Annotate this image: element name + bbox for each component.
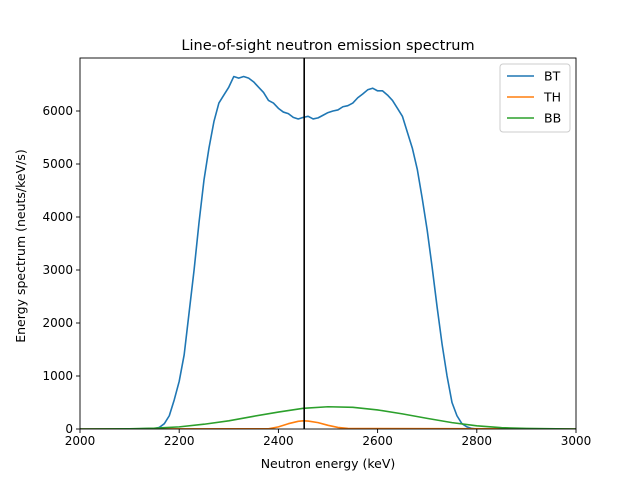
x-tick-label: 2000 xyxy=(65,434,96,448)
y-tick-label: 3000 xyxy=(42,263,73,277)
axes-frame xyxy=(79,57,577,430)
y-tick-label: 0 xyxy=(65,422,73,436)
plot-area: 2000 2200 2400 2600 2800 3000 0 1000 2000 3000 400… xyxy=(42,57,592,448)
x-tick-label: 2600 xyxy=(362,434,393,448)
series-line-bt xyxy=(80,75,576,429)
x-tick-label: 3000 xyxy=(561,434,592,448)
x-tick-label: 2200 xyxy=(164,434,195,448)
legend-box xyxy=(499,63,571,133)
y-tick-label: 1000 xyxy=(42,369,73,383)
legend-label-bb: BB xyxy=(544,111,561,126)
legend-label-bt: BT xyxy=(544,69,561,84)
legend: BT TH BB xyxy=(499,63,571,133)
y-tick-label: 6000 xyxy=(42,104,73,118)
series-line-th xyxy=(80,419,576,429)
series-line-bb xyxy=(80,405,576,429)
x-axis-label: Neutron energy (keV) xyxy=(261,456,396,471)
x-tick-label: 2800 xyxy=(462,434,493,448)
y-tick-label: 4000 xyxy=(42,210,73,224)
y-tick-label: 5000 xyxy=(42,157,73,171)
y-tick-label: 2000 xyxy=(42,316,73,330)
x-tick-label: 2400 xyxy=(263,434,294,448)
y-axis-label: Energy spectrum (neuts/keV/s) xyxy=(13,149,28,343)
legend-label-th: TH xyxy=(543,90,561,105)
chart-title: Line-of-sight neutron emission spectrum xyxy=(181,38,474,54)
